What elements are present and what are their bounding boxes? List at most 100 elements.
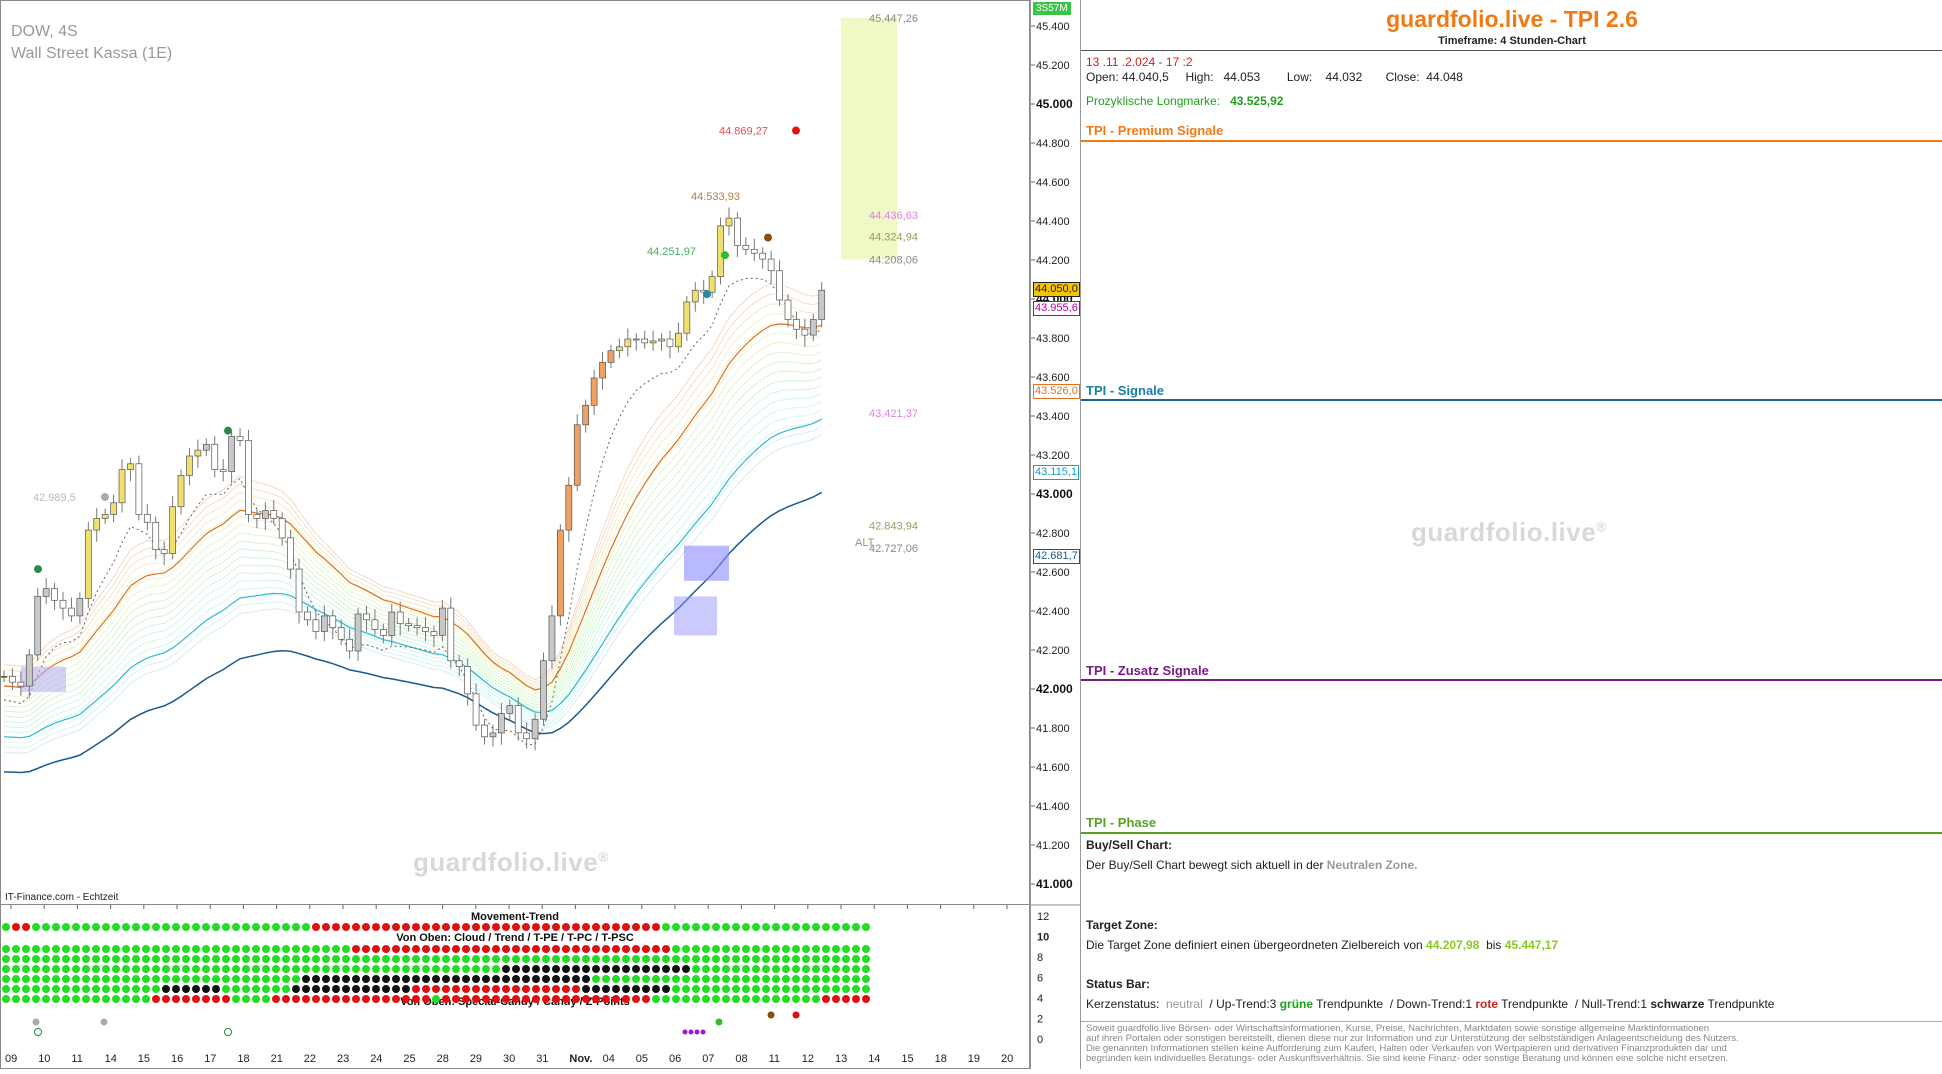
target-bis: bis (1486, 938, 1502, 952)
trend-dot (252, 995, 260, 1003)
trend-dot (452, 975, 460, 983)
trend-dot (512, 923, 520, 931)
price-tick-label: 42.600 (1036, 567, 1070, 579)
trend-dot (642, 955, 650, 963)
buysell-text: Der Buy/Sell Chart bewegt sich aktuell i… (1086, 858, 1417, 872)
candle-body (784, 299, 792, 320)
trend-dot (42, 923, 50, 931)
trend-dot (602, 923, 610, 931)
indicator-canvas[interactable]: 09 10 11 14 15 16 17 18 21 22 23 24 25 28 29 30 31 Nov. 04… (1, 905, 1030, 1069)
trend-dot (172, 995, 180, 1003)
trend-dot (42, 955, 50, 963)
time-tick-label: 31 (536, 1053, 548, 1065)
trend-dot (702, 985, 710, 993)
trend-dot (362, 975, 370, 983)
indicator-panel[interactable]: 09 10 11 14 15 16 17 18 21 22 23 24 25 28 29 30 31 Nov. 04… (0, 905, 1030, 1069)
trend-dot (442, 945, 450, 953)
candle-body (346, 638, 353, 652)
trend-dot (752, 945, 760, 953)
price-annotation: 44.436,63 (869, 210, 918, 222)
target-zone (841, 17, 897, 260)
trend-dot (32, 975, 40, 983)
price-axis[interactable]: 45.400 45.200 45.000 44.800 44.600 44.400 44.2… (1030, 0, 1081, 1069)
trend-dot (602, 955, 610, 963)
time-tick-label: 08 (735, 1053, 747, 1065)
price-tick-label: 41.800 (1036, 723, 1070, 735)
trend-dot (342, 975, 350, 983)
target-title: Target Zone: (1086, 918, 1158, 932)
target-from: 44.207,98 (1426, 938, 1480, 952)
trend-dot (702, 945, 710, 953)
signal-dot (721, 251, 729, 260)
trend-dot (842, 945, 850, 953)
trend-dot (642, 985, 650, 993)
trend-dot (822, 923, 830, 931)
uptrend-tail: Trendpunkte (1316, 997, 1384, 1011)
high-label: High: (1185, 70, 1214, 84)
trend-dot (522, 975, 530, 983)
panel-watermark: guardfolio.live® (1411, 517, 1608, 547)
trend-dot (312, 985, 320, 993)
trend-dot (142, 945, 150, 953)
candle-body (658, 338, 665, 342)
trend-dot (522, 985, 530, 993)
trend-dot (802, 955, 810, 963)
trend-dot (682, 985, 690, 993)
trend-dot (832, 965, 840, 973)
candle-body (691, 289, 699, 303)
trend-dot (472, 985, 480, 993)
trend-dot (512, 955, 520, 963)
trend-dot (22, 975, 30, 983)
time-tick-label: 14 (868, 1053, 880, 1065)
trend-dot (572, 923, 580, 931)
trend-dot (62, 955, 70, 963)
time-tick-label: 04 (603, 1053, 615, 1065)
trend-dot (62, 923, 70, 931)
ma-ribbon-line (3, 393, 822, 729)
trend-dot (202, 945, 210, 953)
trend-dot (792, 995, 800, 1003)
time-tick-label: 14 (105, 1053, 117, 1065)
trend-dot (152, 965, 160, 973)
downtrend-tail: Trendpunkte (1501, 997, 1569, 1011)
ma-ribbon-line (3, 359, 822, 708)
trend-dot (592, 995, 600, 1003)
trend-dot (612, 955, 620, 963)
trend-dot (682, 995, 690, 1003)
trend-dot (672, 975, 680, 983)
trend-dot (462, 945, 470, 953)
trend-dot (702, 965, 710, 973)
trend-dot (762, 975, 770, 983)
trend-dot (122, 945, 130, 953)
trend-dot (442, 965, 450, 973)
trend-dot (332, 955, 340, 963)
trend-dot (722, 955, 730, 963)
phase-divider (1081, 832, 1942, 834)
trend-dot (642, 945, 650, 953)
trend-dot (802, 965, 810, 973)
trend-dot (492, 985, 500, 993)
trend-dot (212, 923, 220, 931)
trend-dot (852, 995, 860, 1003)
candle-body (750, 248, 758, 254)
trend-dot (792, 975, 800, 983)
trend-dot (792, 965, 800, 973)
trend-dot (752, 965, 760, 973)
trend-dot (372, 945, 380, 953)
trend-dot (82, 985, 90, 993)
trend-dot (382, 975, 390, 983)
trend-dot (832, 985, 840, 993)
trend-dot (302, 923, 310, 931)
trend-dot (412, 923, 420, 931)
time-tick-label: 17 (204, 1053, 216, 1065)
trend-dot (862, 945, 870, 953)
price-tick-label: 44.600 (1036, 177, 1070, 189)
price-chart-canvas[interactable]: 45.447,26 44.869,27 44.533,93 44.436,63 44.3… (1, 1, 1030, 905)
candle-body (531, 718, 539, 740)
price-chart[interactable]: 45.447,26 44.869,27 44.533,93 44.436,63 44.3… (0, 0, 1030, 905)
ma-mid-line (3, 418, 822, 739)
signal-dot (764, 233, 772, 242)
time-tick-label: 18 (935, 1053, 947, 1065)
time-tick-label: 07 (702, 1053, 714, 1065)
trend-dot (332, 995, 340, 1003)
